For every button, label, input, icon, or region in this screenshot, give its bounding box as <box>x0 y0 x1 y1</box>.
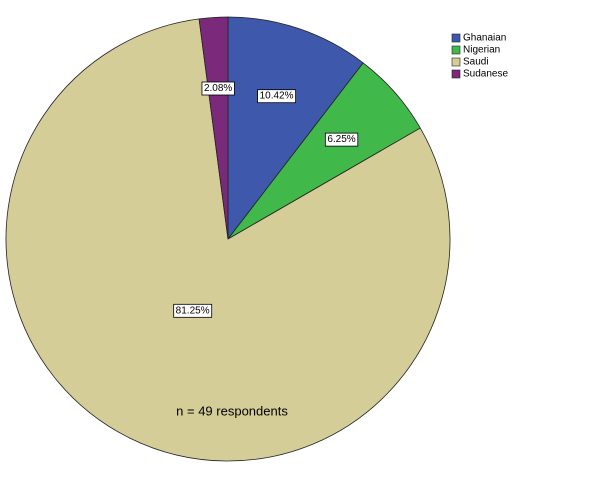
legend-label: Saudi <box>463 57 489 68</box>
data-label-box <box>173 303 213 318</box>
legend-swatch <box>451 45 461 55</box>
data-label-box <box>324 132 359 147</box>
data-label: 10.42% <box>260 91 294 102</box>
legend-label: Ghanaian <box>463 33 506 44</box>
data-label-box <box>201 81 235 96</box>
data-label: 6.25% <box>327 134 355 145</box>
pie <box>5 16 451 462</box>
legend-swatch <box>451 69 461 79</box>
data-label: 2.08% <box>204 83 232 94</box>
legend-swatch <box>451 57 461 67</box>
data-label-box <box>257 89 297 104</box>
legend-label: Nigerian <box>463 45 500 56</box>
annotation: n = 49 respondents <box>176 403 288 418</box>
data-labels: 10.42% 6.25% 81.25% 2.08% <box>173 81 359 318</box>
pie-slice <box>227 16 364 241</box>
legend-label: Sudanese <box>463 69 508 80</box>
legend-swatch <box>451 33 461 43</box>
pie-slice <box>5 18 451 462</box>
pie-slice <box>198 16 229 240</box>
data-label: 81.25% <box>176 305 210 316</box>
